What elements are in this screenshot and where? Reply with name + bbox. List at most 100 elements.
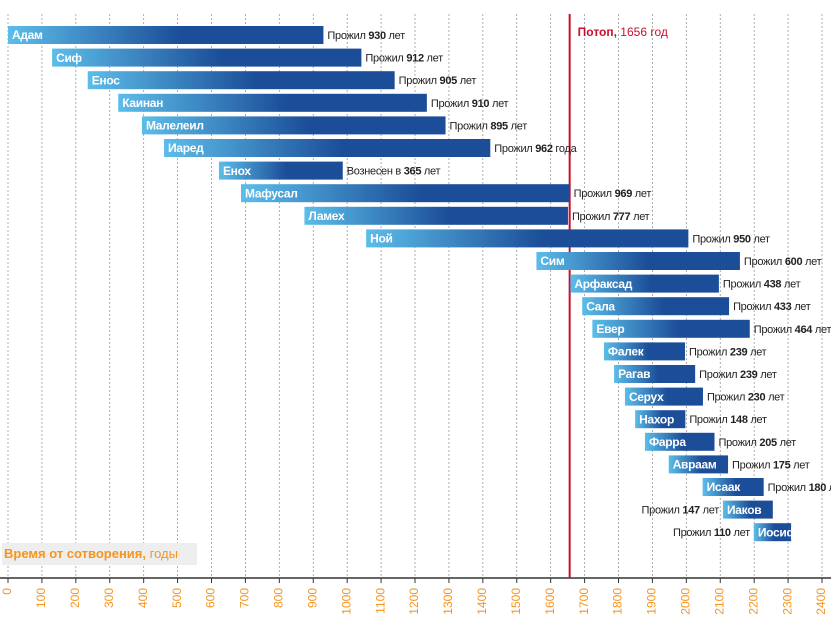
bar-name: Адам xyxy=(12,28,43,42)
label-prefix: Прожил xyxy=(642,505,680,517)
x-tick-label: 1600 xyxy=(543,588,557,615)
label-value: 433 xyxy=(774,301,792,313)
bar xyxy=(644,432,715,451)
value-label: Прожил 147 лет xyxy=(642,505,720,517)
value-label: Вознесен в 365 лет xyxy=(347,166,441,178)
x-tick-label: 100 xyxy=(34,588,48,608)
label-prefix: Прожил xyxy=(718,437,756,449)
value-label: Прожил 239 лет xyxy=(699,369,777,381)
label-prefix: Прожил xyxy=(692,233,730,245)
value-label: Прожил 205 лет xyxy=(718,437,796,449)
bar-name: Ламех xyxy=(308,209,345,223)
bar-name: Малелеил xyxy=(146,119,204,133)
bar xyxy=(8,26,324,44)
bar xyxy=(668,455,729,474)
x-tick-label: 800 xyxy=(272,588,286,608)
x-tick-label: 1100 xyxy=(373,588,387,614)
label-value: 962 xyxy=(535,143,553,155)
bar-name: Арфаксад xyxy=(574,277,632,291)
x-tick-label: 400 xyxy=(136,588,150,608)
value-label: Прожил 777 лет xyxy=(572,211,650,223)
label-prefix: Прожил xyxy=(450,120,488,132)
label-suffix: лет xyxy=(633,211,650,223)
label-value: 910 xyxy=(472,98,490,110)
x-tick-label: 1800 xyxy=(611,588,625,615)
label-prefix: Прожил xyxy=(574,188,612,200)
label-suffix: лет xyxy=(780,437,797,449)
bar-name: Енох xyxy=(223,164,251,178)
x-tick-label: 1000 xyxy=(339,588,353,615)
bar-name: Евер xyxy=(596,322,624,336)
bar xyxy=(141,116,446,135)
value-label: Прожил 433 лет xyxy=(733,301,811,313)
bar-name: Нахор xyxy=(639,412,674,426)
label-prefix: Прожил xyxy=(431,98,469,110)
x-tick-label: 900 xyxy=(305,588,319,608)
label-suffix: лет xyxy=(424,166,441,178)
label-prefix: Прожил xyxy=(689,346,727,358)
label-suffix: лет xyxy=(734,527,751,539)
x-tick-label: 600 xyxy=(204,588,218,608)
bar-name: Каинан xyxy=(122,96,163,110)
label-value: 147 xyxy=(682,505,700,517)
label-value: 950 xyxy=(733,233,751,245)
value-label: Прожил 230 лет xyxy=(707,392,785,404)
flood-label: Потоп, 1656 год xyxy=(578,25,668,39)
label-value: 239 xyxy=(740,369,758,381)
bar xyxy=(52,48,362,67)
value-label: Прожил 905 лет xyxy=(399,75,477,87)
label-prefix: Вознесен в xyxy=(347,166,402,178)
bar-name: Авраам xyxy=(673,458,717,472)
label-suffix: года xyxy=(555,143,577,155)
x-tick-label: 1400 xyxy=(475,588,489,615)
value-label: Прожил 239 лет xyxy=(689,346,767,358)
label-prefix: Прожил xyxy=(365,53,403,65)
label-value: 205 xyxy=(759,437,777,449)
label-prefix: Прожил xyxy=(732,459,770,471)
value-label: Прожил 600 лет xyxy=(744,256,822,268)
x-tick-label: 1700 xyxy=(577,588,591,615)
bar-name: Иаков xyxy=(727,503,761,517)
label-prefix: Прожил xyxy=(744,256,782,268)
bar-name: Серух xyxy=(629,390,664,404)
label-prefix: Прожил xyxy=(723,279,761,291)
bar xyxy=(722,500,773,519)
label-value: 969 xyxy=(615,188,633,200)
x-tick-label: 500 xyxy=(170,588,184,608)
bar xyxy=(570,274,719,293)
label-value: 239 xyxy=(730,346,748,358)
bar-name: Сала xyxy=(586,299,615,313)
label-value: 110 xyxy=(714,527,731,539)
bar xyxy=(624,387,703,406)
bar-name: Иосиф xyxy=(758,525,798,539)
label-prefix: Прожил xyxy=(673,527,711,539)
label-value: 777 xyxy=(613,211,631,223)
axis-label: Время от сотворения, годы xyxy=(4,546,178,561)
bar xyxy=(536,252,740,270)
label-suffix: лет xyxy=(760,369,777,381)
label-suffix: лет xyxy=(805,256,822,268)
bar-name: Ной xyxy=(370,232,392,246)
label-prefix: Прожил xyxy=(707,392,745,404)
value-label: Прожил 950 лет xyxy=(692,233,770,245)
bar xyxy=(87,71,395,90)
bar-name: Фарра xyxy=(649,435,686,449)
value-label: Прожил 912 лет xyxy=(365,53,443,65)
label-prefix: Прожил xyxy=(733,301,771,313)
value-label: Прожил 110 лет xyxy=(673,527,750,539)
label-value: 438 xyxy=(764,279,782,291)
bar xyxy=(164,139,491,157)
bar xyxy=(118,93,427,112)
x-tick-label: 1200 xyxy=(407,588,421,615)
flood-label-bold: Потоп, xyxy=(578,25,617,39)
label-suffix: лет xyxy=(768,392,785,404)
bar-name: Иаред xyxy=(168,141,204,155)
bar-name: Мафусал xyxy=(245,186,298,200)
label-suffix: лет xyxy=(750,346,767,358)
label-suffix: лет xyxy=(750,414,767,426)
label-value: 905 xyxy=(440,75,458,87)
flood-unit: год xyxy=(650,25,668,39)
bar-name: Сим xyxy=(540,254,564,268)
x-tick-label: 2300 xyxy=(780,588,794,615)
